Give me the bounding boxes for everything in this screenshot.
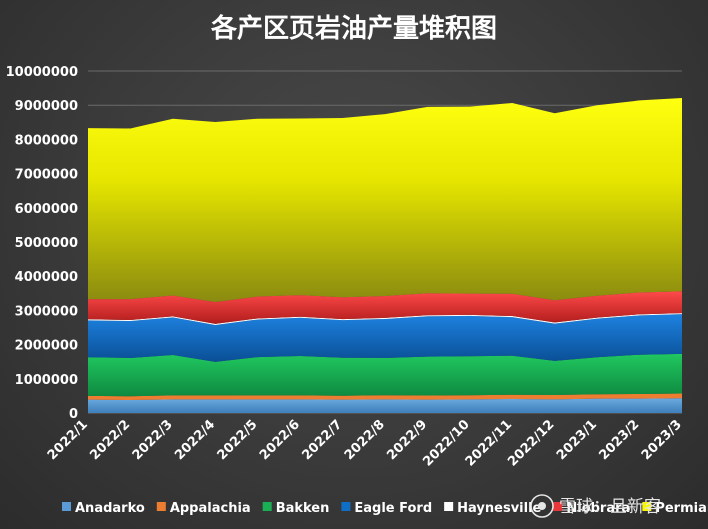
- y-axis: 0 1000000 2000000 3000000 4000000 5000000 6000…: [6, 65, 78, 422]
- y-tick-label: 10000000: [6, 65, 78, 80]
- snowball-logo-icon: [530, 494, 554, 518]
- series-area-permian: [88, 98, 682, 303]
- legend-label: Appalachia: [170, 501, 251, 516]
- y-tick-label: 6000000: [15, 202, 78, 217]
- legend-swatch: [341, 502, 351, 511]
- legend-swatch: [62, 502, 71, 511]
- chart-title: 各产区页岩油产量堆积图: [210, 13, 497, 44]
- x-tick-label: 2022/2: [87, 417, 133, 463]
- x-tick-label: 2022/7: [299, 417, 345, 463]
- legend-label: Bakken: [276, 501, 330, 516]
- legend: Anadarko Appalachia Bakken Eagle Ford Haynes…: [62, 501, 708, 516]
- legend-label: Permian: [655, 501, 708, 516]
- x-tick-label: 2022/4: [172, 417, 218, 463]
- y-tick-label: 5000000: [15, 236, 78, 251]
- x-tick-label: 2022/6: [257, 417, 303, 463]
- watermark: 雪球：旦新客: [530, 494, 661, 518]
- y-tick-label: 8000000: [15, 133, 78, 148]
- y-tick-label: 3000000: [15, 304, 78, 319]
- x-tick-label: 2023/3: [639, 417, 685, 463]
- x-axis: 2022/12022/22022/32022/42022/52022/62022…: [45, 417, 685, 469]
- x-tick-label: 2023/2: [596, 417, 642, 463]
- y-tick-label: 2000000: [15, 339, 78, 354]
- legend-swatch: [553, 502, 563, 511]
- watermark-text: 雪球：旦新客: [559, 497, 661, 517]
- legend-swatch: [642, 502, 652, 511]
- series-area-niobrara: [88, 291, 682, 324]
- x-tick-label: 2023/1: [554, 417, 600, 463]
- legend-label: Niobrara: [566, 501, 630, 516]
- y-tick-label: 1000000: [15, 373, 78, 388]
- legend-swatch: [262, 502, 272, 511]
- y-tick-label: 7000000: [15, 168, 78, 183]
- legend-swatch: [444, 502, 454, 511]
- series-area-anadarko: [88, 398, 682, 413]
- legend-label: Anadarko: [75, 501, 145, 516]
- x-tick-label: 2022/12: [505, 417, 557, 469]
- series-area-haynesville: [88, 313, 682, 325]
- series-area-bakken: [88, 353, 682, 397]
- y-tick-label: 4000000: [15, 270, 78, 285]
- series-area-eagle-ford: [88, 314, 682, 362]
- legend-label: Haynesville: [457, 501, 541, 516]
- series-area-appalachia: [88, 393, 682, 400]
- legend-swatch: [156, 502, 166, 511]
- legend-label: Eagle Ford: [354, 501, 432, 516]
- x-tick-label: 2022/8: [342, 417, 388, 463]
- x-tick-label: 2022/5: [215, 417, 261, 463]
- y-tick-label: 9000000: [15, 99, 78, 114]
- x-tick-label: 2022/3: [130, 417, 176, 463]
- x-tick-label: 2022/1: [45, 417, 91, 463]
- y-tick-label: 0: [69, 407, 78, 422]
- area-layer: [88, 98, 682, 413]
